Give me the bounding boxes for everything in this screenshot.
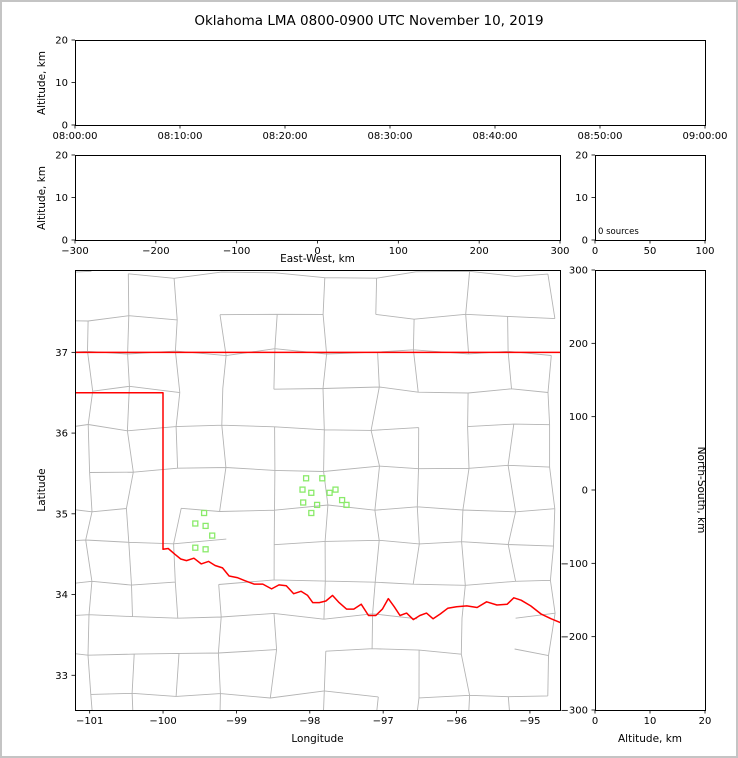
lma-station-marker xyxy=(192,520,199,527)
lma-station-marker xyxy=(202,522,209,530)
tick-label: −95 xyxy=(519,716,540,727)
ns-height-xlabel: Altitude, km xyxy=(617,733,683,745)
tick-label: 10 xyxy=(575,193,588,204)
lma-station-marker xyxy=(332,486,339,493)
ns-height-plot-area xyxy=(595,270,706,711)
source-count-annotation: 0 sources xyxy=(598,227,639,237)
tick-label: 0 xyxy=(592,246,598,257)
tick-label: 20 xyxy=(55,36,68,47)
lma-station-marker xyxy=(300,499,307,506)
tick-label: 0 xyxy=(62,121,68,132)
tick-label: 50 xyxy=(644,246,657,257)
county-boundaries xyxy=(75,270,556,710)
map-ylabel: Latitude xyxy=(36,468,48,512)
figure-title: Oklahoma LMA 0800-0900 UTC November 10, … xyxy=(194,13,544,29)
tick-label: 100 xyxy=(695,246,714,257)
tick-label: 08:00:00 xyxy=(53,131,98,142)
tick-label: 0 xyxy=(592,716,598,727)
tick-label: 33 xyxy=(55,671,68,682)
ew-height-plot-area xyxy=(75,155,561,241)
time-height-plot-area xyxy=(75,40,706,126)
tick-label: −99 xyxy=(226,716,247,727)
tick-label: 0 xyxy=(582,486,588,497)
map-plot-area xyxy=(75,270,561,711)
tick-label: 10 xyxy=(55,193,68,204)
lma-station-marker xyxy=(308,509,315,517)
tick-label: −300 xyxy=(61,246,88,257)
lma-station-marker xyxy=(209,532,216,539)
tick-label: 08:10:00 xyxy=(158,131,203,142)
ew-height-ylabel: Altitude, km xyxy=(36,165,48,230)
tick-label: 36 xyxy=(55,429,68,440)
tick-label: 20 xyxy=(699,716,712,727)
tick-label: −101 xyxy=(76,716,103,727)
tick-label: 35 xyxy=(55,509,68,520)
lma-station-marker xyxy=(200,509,208,517)
tick-label: −97 xyxy=(373,716,394,727)
lma-station-marker xyxy=(202,546,209,553)
map-xlabel: Longitude xyxy=(291,733,344,745)
tick-label: 100 xyxy=(389,246,408,257)
tick-label: −100 xyxy=(223,246,250,257)
lma-station-marker xyxy=(338,496,346,504)
tick-label: −200 xyxy=(561,632,588,643)
tick-label: 0 xyxy=(314,246,320,257)
tick-label: 100 xyxy=(569,412,588,423)
map-content xyxy=(75,270,560,710)
time-height-ylabel: Altitude, km xyxy=(36,50,48,115)
tick-label: 37 xyxy=(55,348,68,359)
ns-height-ylabel: North-South, km xyxy=(695,446,707,534)
lma-station-marker xyxy=(192,544,199,551)
tick-label: 08:30:00 xyxy=(368,131,413,142)
oklahoma-texas-border xyxy=(75,391,560,624)
lma-station-marker xyxy=(302,475,310,482)
tick-label: 300 xyxy=(569,266,588,277)
tick-label: −100 xyxy=(561,559,588,570)
tick-label: 0 xyxy=(62,236,68,247)
tick-label: 08:20:00 xyxy=(263,131,308,142)
tick-label: 300 xyxy=(550,246,569,257)
tick-label: 20 xyxy=(575,151,588,162)
tick-label: 200 xyxy=(470,246,489,257)
tick-label: 10 xyxy=(644,716,657,727)
tick-label: 200 xyxy=(569,339,588,350)
tick-label: −96 xyxy=(446,716,467,727)
alt-histogram-plot-area xyxy=(595,155,706,241)
lma-station-marker xyxy=(299,486,306,493)
tick-label: −100 xyxy=(149,716,176,727)
tick-label: 34 xyxy=(55,590,68,601)
lma-station-marker xyxy=(313,501,321,509)
tick-label: 09:00:00 xyxy=(683,131,728,142)
lma-station-marker xyxy=(326,489,333,496)
tick-label: −200 xyxy=(142,246,169,257)
tick-label: 08:50:00 xyxy=(578,131,623,142)
lma-station-marker xyxy=(343,501,350,509)
tick-label: −300 xyxy=(561,706,588,717)
tick-label: −98 xyxy=(299,716,320,727)
tick-label: 0 xyxy=(582,236,588,247)
tick-label: 10 xyxy=(55,78,68,89)
lma-station-marker xyxy=(319,475,326,482)
lma-station-marker xyxy=(308,489,315,496)
tick-label: 08:40:00 xyxy=(473,131,518,142)
ew-height-xlabel: East-West, km xyxy=(280,253,355,265)
tick-label: 20 xyxy=(55,151,68,162)
